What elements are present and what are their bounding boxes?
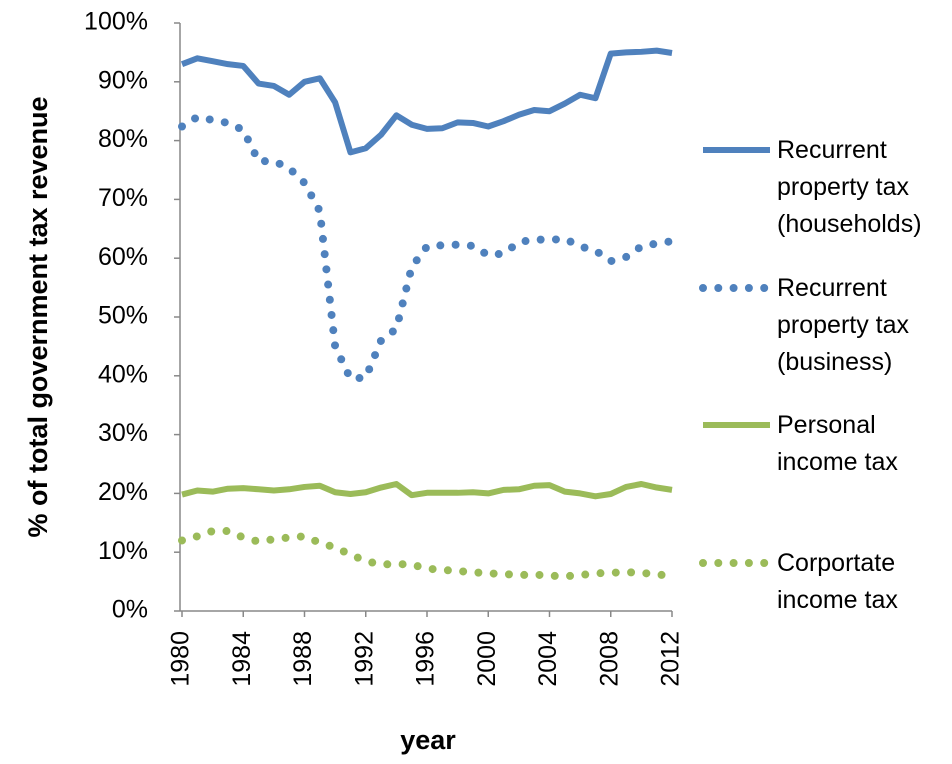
x-tick-label: 1988 (289, 631, 317, 687)
y-tick-label: 70% (98, 184, 148, 212)
y-tick-label: 60% (98, 243, 148, 271)
y-tick-label: 0% (112, 596, 148, 624)
legend-item: Recurrent property tax (business) (777, 274, 910, 376)
series-line (178, 527, 676, 581)
series-line (181, 480, 673, 500)
x-axis-title: year (400, 725, 456, 755)
y-tick-label: 30% (98, 419, 148, 447)
x-tick-label: 2000 (473, 631, 501, 687)
x-tick-label: 2004 (534, 631, 562, 687)
y-axis-title: % of total government tax revenue (23, 96, 53, 537)
legend-label: Recurrent property tax (business) (777, 274, 910, 376)
x-tick-label: 1996 (412, 631, 440, 687)
series-line (178, 112, 676, 383)
x-tick-label: 1992 (350, 631, 378, 687)
legend-label: Recurrent property tax (households) (777, 136, 922, 238)
legend-item: Corportate income tax (777, 549, 898, 614)
x-tick-label: 1984 (228, 631, 256, 687)
y-tick-label: 100% (84, 8, 148, 36)
y-tick-label: 80% (98, 125, 148, 153)
y-tick-label: 10% (98, 537, 148, 565)
y-tick-label: 90% (98, 66, 148, 94)
legend-label: Personal income tax (777, 411, 898, 476)
x-tick-label: 2012 (657, 631, 685, 687)
x-tick-label: 1980 (167, 631, 195, 687)
legend-item: Personal income tax (777, 411, 898, 476)
y-tick-label: 50% (98, 302, 148, 330)
y-tick-label: 20% (98, 478, 148, 506)
series-line (180, 47, 673, 156)
x-tick-label: 2008 (595, 631, 623, 687)
y-tick-label: 40% (98, 360, 148, 388)
legend-item: Recurrent property tax (households) (777, 136, 922, 238)
legend-label: Corportate income tax (777, 549, 898, 614)
